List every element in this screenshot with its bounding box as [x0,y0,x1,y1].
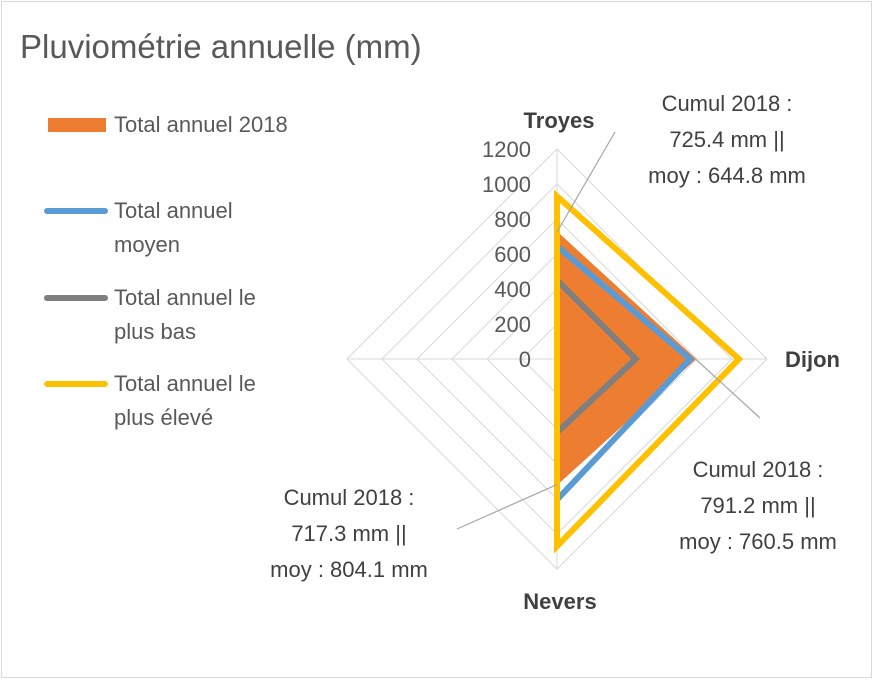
legend-label-bas: Total annuel le plus bas [114,285,256,344]
annotation-dijon: Cumul 2018 : 791.2 mm || moy : 760.5 mm [679,457,837,554]
tick-label: 200 [494,312,531,337]
category-label-nevers: Nevers [523,589,596,614]
series-total-annuel-2018 [556,230,697,486]
category-label-dijon: Dijon [785,347,840,372]
chart-title: Pluviométrie annuelle (mm) [20,28,422,65]
annotation-leader-troyes [556,131,616,233]
annotation-leader-dijon [695,358,761,419]
category-label-troyes: Troyes [524,108,595,133]
legend-swatch-eleve [44,381,108,387]
series-total-annuel-le-plus-eleve [554,189,744,554]
tick-label: 0 [519,347,531,372]
legend-label-eleve: Total annuel le plus élevé [114,371,256,430]
legend-swatch-bas [44,295,108,301]
tick-label: 1200 [482,137,531,162]
legend-label-2018: Total annuel 2018 [114,112,288,137]
legend-swatch-moyen [44,208,108,214]
tick-label: 600 [494,242,531,267]
tick-label: 1000 [482,172,531,197]
legend-swatch-2018 [48,118,106,132]
tick-label: 800 [494,207,531,232]
tick-label: 400 [494,277,531,302]
legend-label-moyen: Total annuel moyen [114,198,233,257]
annotation-leader-nevers [456,483,558,530]
annotation-troyes: Cumul 2018 : 725.4 mm || moy : 644.8 mm [648,91,806,188]
annotation-nevers: Cumul 2018 : 717.3 mm || moy : 804.1 mm [270,485,428,582]
